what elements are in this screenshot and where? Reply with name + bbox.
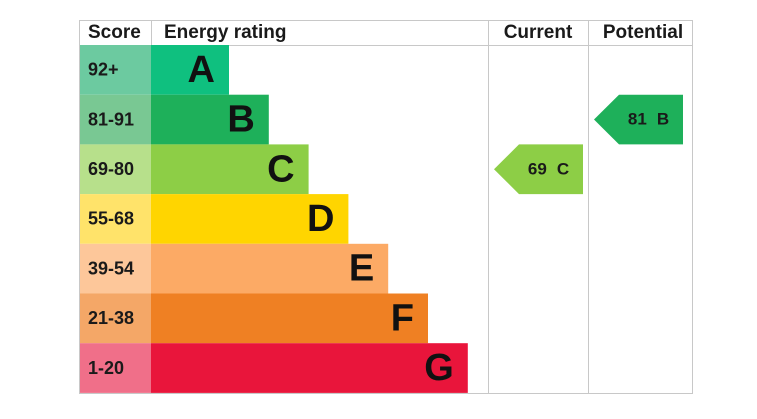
rating-bar: [151, 243, 389, 294]
score-label: 21-38: [88, 308, 134, 328]
rating-bar: [151, 343, 468, 393]
rating-letter: B: [227, 99, 254, 141]
rating-letter: E: [349, 248, 374, 290]
rating-letter: C: [267, 148, 294, 190]
potential-arrow: [594, 94, 683, 145]
potential-value: 81: [628, 110, 647, 129]
rating-letter: G: [424, 347, 454, 389]
frame: [79, 20, 693, 394]
score-label: 1-20: [88, 358, 124, 378]
score-cell: [80, 194, 151, 244]
score-cell: [80, 144, 151, 195]
rating-bar: [151, 194, 349, 244]
current-value: 69: [528, 160, 547, 179]
score-header: Score: [88, 22, 141, 43]
score-cell: [80, 243, 151, 294]
score-label: 39-54: [88, 258, 134, 278]
score-label: 92+: [88, 60, 119, 80]
rating-bar: [151, 293, 428, 344]
rating-bar: [151, 144, 309, 195]
score-cell: [80, 45, 151, 95]
rating-letter: A: [188, 49, 215, 91]
potential-header: Potential: [603, 22, 683, 43]
score-label: 69-80: [88, 159, 134, 179]
current-header: Current: [504, 22, 573, 43]
score-label: 55-68: [88, 209, 134, 229]
rating-bar: [151, 94, 269, 145]
score-cell: [80, 293, 151, 344]
score-cell: [80, 343, 151, 393]
current-label: 69 C: [528, 160, 569, 179]
score-label: 81-91: [88, 109, 134, 129]
score-cell: [80, 94, 151, 145]
energy-header: Energy rating: [164, 22, 286, 43]
current-arrow: [494, 144, 583, 195]
rating-letter: F: [391, 297, 414, 339]
potential-label: 81 B: [628, 110, 669, 129]
rating-bar: [151, 45, 229, 95]
rating-letter: D: [307, 198, 334, 240]
potential-letter: B: [657, 110, 669, 129]
current-letter: C: [557, 160, 569, 179]
